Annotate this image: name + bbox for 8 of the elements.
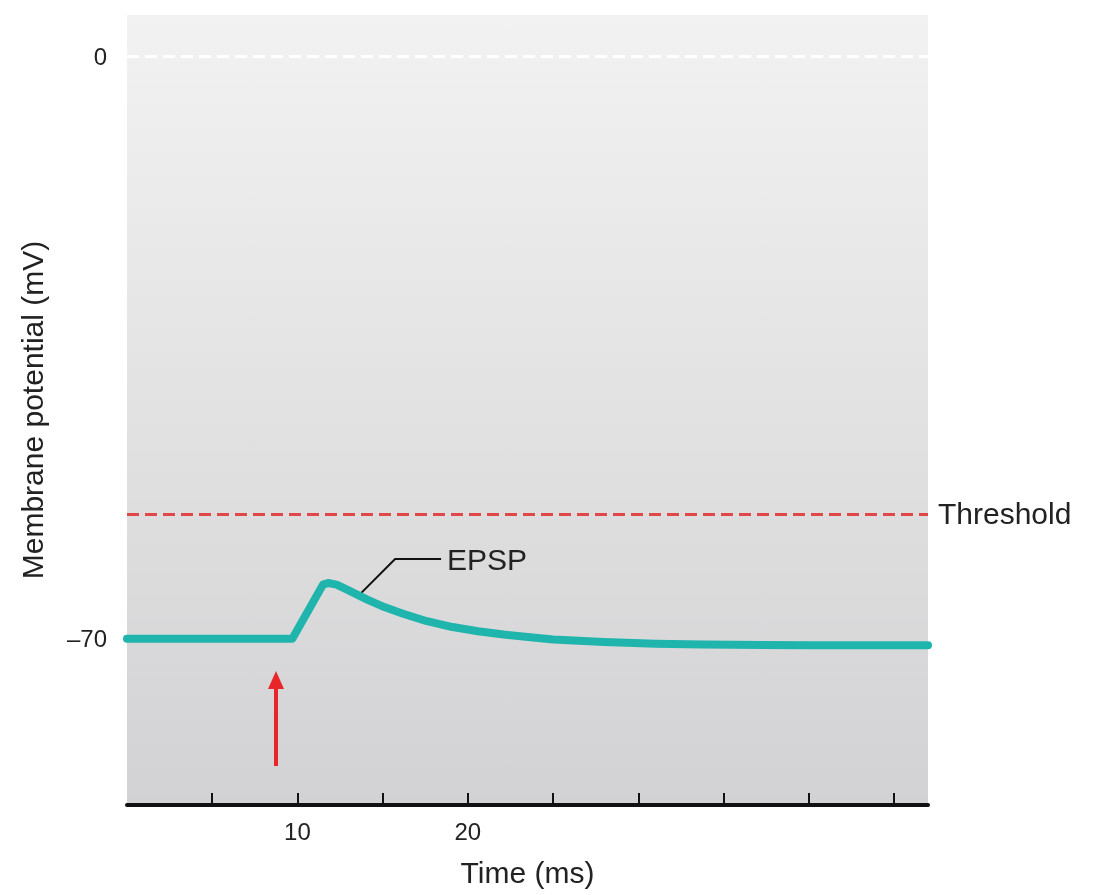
x-tick-label: 20 (454, 817, 482, 845)
x-axis-title: Time (ms) (460, 855, 595, 889)
annotation: EPSP (447, 542, 528, 576)
x-tick-label: 10 (284, 817, 311, 845)
y-axis-title: Membrane potential (mV) (15, 240, 49, 580)
ref-line-label: Threshold (938, 497, 1072, 531)
y-tick-label: –70 (66, 625, 107, 653)
y-tick-label: 0 (93, 43, 107, 71)
